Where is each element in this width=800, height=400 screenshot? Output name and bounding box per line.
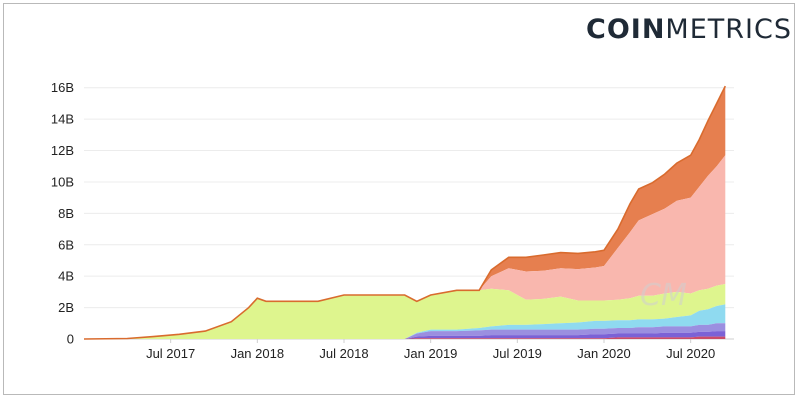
y-tick-label-6: 12B (51, 143, 74, 158)
area-series-g (84, 336, 726, 339)
logo-metrics-text: METRICS (665, 14, 792, 45)
total-line-group (83, 85, 727, 340)
series-areas (84, 86, 726, 339)
area-series-e (84, 323, 726, 339)
logo-coin-text: COIN (586, 14, 666, 45)
x-tick-label-5: Jan 2020 (577, 346, 631, 361)
y-tick-label-8: 16B (51, 80, 74, 95)
area-series-f (84, 331, 726, 339)
x-axis-ticks: Jul 2017 Jan 2018 Jul 2018 Jan 2019 Jul 2019… (146, 339, 715, 361)
x-tick-label-3: Jan 2019 (404, 346, 458, 361)
y-tick-label-7: 14B (51, 112, 74, 127)
area-series-b (84, 155, 726, 339)
y-tick-label-2: 4B (58, 269, 74, 284)
x-tick-label-4: Jul 2019 (493, 346, 542, 361)
y-tick-label-3: 6B (58, 237, 74, 252)
area-series-d (84, 304, 726, 339)
y-tick-label-1: 2B (58, 300, 74, 315)
total-line (83, 85, 727, 340)
y-axis-ticks: 0 2B 4B 6B 8B 10B 12B 14B 16B (51, 80, 74, 346)
y-tick-label-5: 10B (51, 174, 74, 189)
watermark-text: CM (640, 278, 687, 313)
x-tick-label-2: Jul 2018 (319, 346, 368, 361)
area-series-c (84, 284, 726, 339)
y-tick-label-4: 8B (58, 206, 74, 221)
x-tick-label-6: Jul 2020 (666, 346, 715, 361)
x-tick-label-0: Jul 2017 (146, 346, 195, 361)
coinmetrics-logo: COINMETRICS (586, 14, 792, 45)
y-tick-label-0: 0 (67, 332, 74, 347)
x-tick-label-1: Jan 2018 (231, 346, 285, 361)
